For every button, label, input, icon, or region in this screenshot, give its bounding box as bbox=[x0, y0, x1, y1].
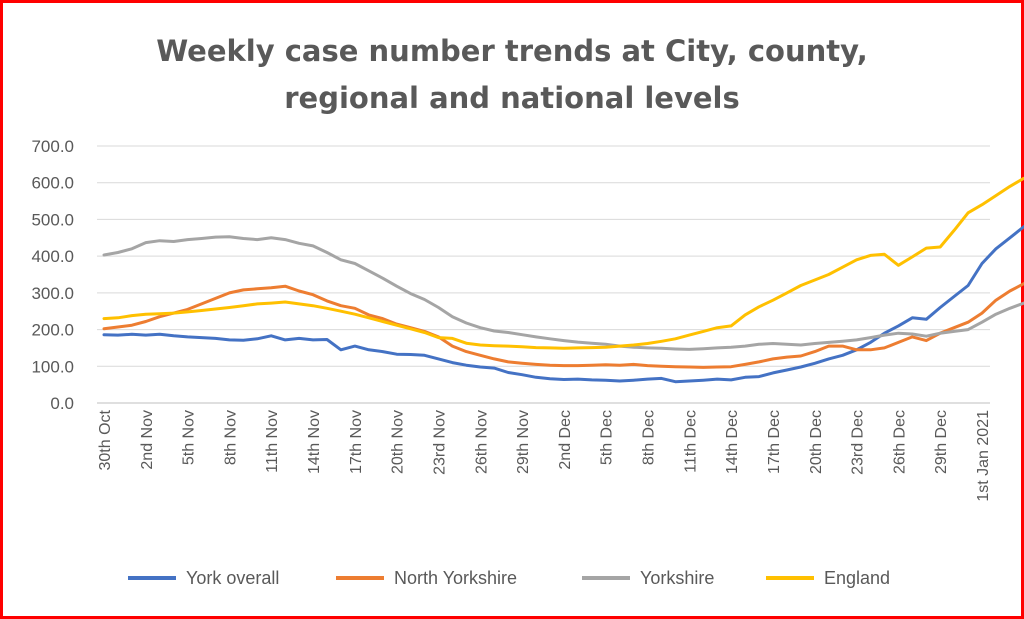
x-tick-label: 8th Nov bbox=[222, 410, 239, 465]
legend-item: Yorkshire bbox=[582, 566, 714, 590]
legend-label: Yorkshire bbox=[640, 567, 715, 588]
legend-swatch bbox=[336, 576, 384, 580]
x-tick-label: 14th Nov bbox=[306, 410, 323, 474]
x-tick-label: 30th Oct bbox=[97, 409, 114, 470]
chart-title-line-2: regional and national levels bbox=[284, 81, 740, 115]
legend-item: North Yorkshire bbox=[336, 566, 517, 590]
gridlines bbox=[97, 145, 990, 367]
legend: York overall North Yorkshire Yorkshire Engl… bbox=[0, 566, 1024, 590]
legend-item: York overall bbox=[128, 566, 279, 590]
x-tick-label: 17th Dec bbox=[766, 410, 783, 474]
legend-label: England bbox=[824, 567, 891, 588]
x-tick-label: 20th Nov bbox=[390, 410, 407, 474]
x-axis-ticks: 30th Oct 2nd Nov 5th Nov 8th Nov 11th Nov 14t… bbox=[97, 409, 992, 501]
legend-item: England bbox=[766, 566, 890, 590]
y-tick-label: 200.0 bbox=[31, 321, 74, 340]
x-tick-label: 5th Dec bbox=[599, 410, 616, 465]
x-tick-label: 23rd Nov bbox=[431, 410, 448, 475]
x-tick-label: 5th Nov bbox=[181, 410, 198, 465]
y-tick-label: 600.0 bbox=[31, 174, 74, 193]
chart-title: Weekly case number trends at City, count… bbox=[0, 28, 1024, 122]
x-tick-label: 11th Nov bbox=[264, 410, 281, 473]
x-tick-label: 2nd Nov bbox=[139, 410, 156, 470]
legend-label: North Yorkshire bbox=[394, 567, 518, 588]
x-tick-label: 23rd Dec bbox=[850, 410, 867, 475]
x-tick-label: 14th Dec bbox=[724, 410, 741, 474]
y-tick-label: 100.0 bbox=[31, 357, 74, 376]
x-tick-label: 11th Dec bbox=[682, 410, 699, 473]
y-tick-label: 400.0 bbox=[31, 247, 74, 266]
x-tick-label: 1st Jan 2021 bbox=[975, 410, 992, 502]
x-tick-label: 2nd Dec bbox=[557, 410, 574, 470]
x-tick-label: 26th Nov bbox=[473, 410, 490, 474]
x-tick-label: 17th Nov bbox=[348, 410, 365, 474]
x-tick-label: 26th Dec bbox=[891, 410, 908, 474]
y-tick-label: 300.0 bbox=[31, 284, 74, 303]
legend-swatch bbox=[766, 576, 814, 580]
y-tick-label: 0.0 bbox=[50, 394, 74, 413]
series-line-england bbox=[102, 176, 1024, 350]
legend-swatch bbox=[128, 576, 176, 580]
legend-swatch bbox=[582, 576, 630, 580]
series-lines bbox=[102, 176, 1024, 384]
x-tick-label: 29th Nov bbox=[515, 410, 532, 474]
series-line-north-yorkshire bbox=[102, 281, 1024, 369]
legend-label: York overall bbox=[186, 567, 280, 588]
chart-title-line-1: Weekly case number trends at City, count… bbox=[156, 34, 868, 68]
x-tick-label: 8th Dec bbox=[641, 410, 658, 465]
y-tick-label: 700.0 bbox=[31, 137, 74, 156]
y-tick-label: 500.0 bbox=[31, 210, 74, 229]
y-axis-ticks: 0.0 100.0 200.0 300.0 400.0 500.0 600.0 700.0 bbox=[31, 137, 74, 413]
series-line-york-overall bbox=[102, 224, 1024, 384]
x-tick-label: 29th Dec bbox=[933, 410, 950, 474]
series-line-yorkshire bbox=[102, 235, 1024, 351]
x-tick-label: 20th Dec bbox=[808, 410, 825, 474]
